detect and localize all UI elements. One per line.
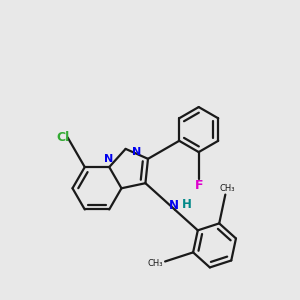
Text: H: H xyxy=(182,198,191,211)
Text: N: N xyxy=(132,147,141,157)
Text: CH₃: CH₃ xyxy=(220,184,235,193)
Text: CH₃: CH₃ xyxy=(147,259,163,268)
Text: Cl: Cl xyxy=(56,131,70,144)
Text: N: N xyxy=(168,200,178,212)
Text: F: F xyxy=(194,179,203,192)
Text: N: N xyxy=(104,154,113,164)
